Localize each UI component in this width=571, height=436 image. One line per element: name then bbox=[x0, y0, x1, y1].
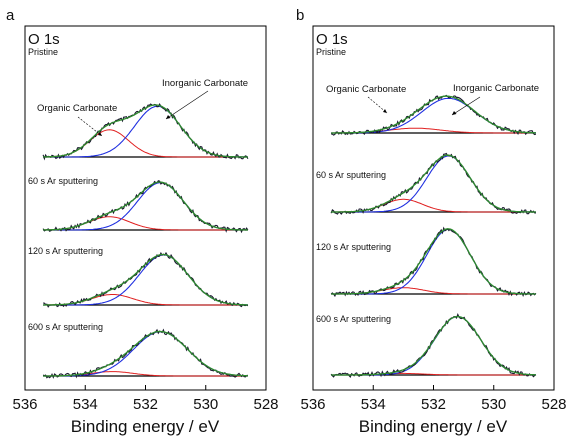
panel-letter-a: a bbox=[6, 7, 15, 24]
envelope-fit-a-0 bbox=[43, 104, 248, 158]
inorganic-peak-b-2 bbox=[331, 228, 536, 295]
plot-area-a bbox=[42, 102, 249, 379]
spectrum-label-b-0: Pristine bbox=[316, 47, 346, 57]
x-tick-label-a-2: 532 bbox=[133, 396, 158, 413]
spectrum-label-a-2: 120 s Ar sputtering bbox=[28, 246, 103, 256]
spectrum-a-1 bbox=[42, 180, 249, 234]
inorganic-arrow-a bbox=[165, 90, 209, 120]
envelope-fit-b-0 bbox=[331, 95, 536, 134]
x-tick-label-b-1: 534 bbox=[361, 396, 386, 413]
x-tick-label-b-4: 528 bbox=[541, 396, 566, 413]
plot-area-b bbox=[330, 94, 537, 379]
organic-annotation-b: Organic Carbonate bbox=[326, 84, 406, 95]
spectrum-b-0 bbox=[331, 94, 537, 136]
panel-b: b O 1s 536 534 532 530 528 Binding energy / … bbox=[296, 7, 567, 436]
spectrum-label-a-1: 60 s Ar sputtering bbox=[28, 176, 98, 186]
inorganic-arrowhead-b bbox=[452, 111, 457, 115]
envelope-fit-a-3 bbox=[43, 330, 248, 377]
panel-header-a: O 1s bbox=[28, 31, 60, 48]
spectrum-label-b-1: 60 s Ar sputtering bbox=[316, 170, 386, 180]
inorganic-arrow-b bbox=[451, 96, 481, 116]
x-tick-label-b-0: 536 bbox=[300, 396, 325, 413]
organic-arrow-b bbox=[367, 96, 388, 114]
spectrum-a-0 bbox=[42, 102, 249, 161]
inorganic-annotation-b: Inorganic Carbonate bbox=[453, 83, 539, 94]
spectrum-b-2 bbox=[330, 226, 537, 298]
envelope-fit-b-3 bbox=[331, 315, 536, 376]
spectrum-b-1 bbox=[330, 152, 536, 215]
x-tick-label-b-3: 530 bbox=[481, 396, 506, 413]
x-ticks-b: 536 534 532 530 528 bbox=[300, 385, 567, 413]
spectrum-label-b-3: 600 s Ar sputtering bbox=[316, 314, 391, 324]
spectrum-label-a-3: 600 s Ar sputtering bbox=[28, 322, 103, 332]
raw-spectrum-b-1 bbox=[330, 152, 536, 215]
panel-header-b: O 1s bbox=[316, 31, 348, 48]
x-tick-label-a-0: 536 bbox=[12, 396, 37, 413]
envelope-fit-a-1 bbox=[43, 181, 248, 231]
x-ticks-a: 536 534 532 530 528 bbox=[12, 385, 279, 413]
x-tick-label-a-3: 530 bbox=[193, 396, 218, 413]
x-axis-title-b: Binding energy / eV bbox=[359, 417, 508, 436]
x-axis-title-a: Binding energy / eV bbox=[71, 417, 220, 436]
raw-spectrum-a-0 bbox=[42, 102, 249, 161]
raw-spectrum-a-2 bbox=[43, 251, 249, 308]
envelope-fit-b-2 bbox=[331, 228, 536, 295]
envelope-fit-b-1 bbox=[331, 154, 536, 213]
panel-a: a O 1s 536 534 532 530 528 Binding energy / … bbox=[6, 7, 279, 436]
envelope-fit-a-2 bbox=[43, 253, 248, 306]
x-tick-label-a-4: 528 bbox=[253, 396, 278, 413]
inorganic-peak-a-3 bbox=[43, 331, 248, 377]
panel-letter-b: b bbox=[296, 7, 304, 24]
spectrum-a-2 bbox=[43, 251, 249, 308]
inorganic-annotation-a: Inorganic Carbonate bbox=[162, 78, 248, 89]
organic-annotation-a: Organic Carbonate bbox=[37, 103, 117, 114]
raw-spectrum-b-2 bbox=[330, 226, 537, 298]
organic-arrowhead-a bbox=[98, 132, 102, 136]
inorganic-arrowhead-a bbox=[166, 115, 171, 119]
spectrum-a-3 bbox=[42, 328, 248, 379]
organic-arrowhead-b bbox=[383, 109, 387, 113]
spectrum-b-3 bbox=[330, 312, 537, 379]
organic-arrow-a bbox=[77, 116, 103, 137]
spectrum-label-a-0: Pristine bbox=[28, 47, 58, 57]
spectrum-label-b-2: 120 s Ar sputtering bbox=[316, 242, 391, 252]
x-tick-label-b-2: 532 bbox=[421, 396, 446, 413]
x-tick-label-a-1: 534 bbox=[73, 396, 98, 413]
inorganic-peak-b-3 bbox=[331, 316, 536, 376]
